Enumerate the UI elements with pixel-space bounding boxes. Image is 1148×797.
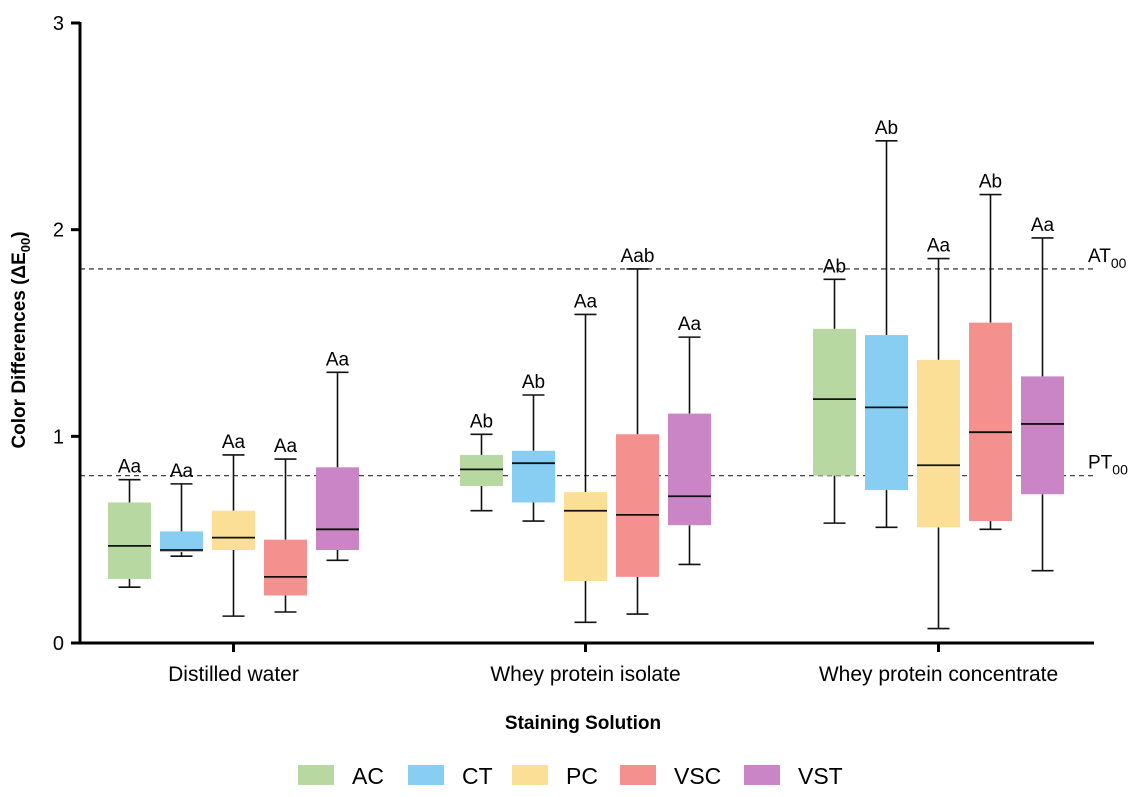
legend-label: CT (462, 763, 493, 789)
legend: AC CT PC VSC VST (298, 763, 843, 789)
box-pc-group-3 (917, 257, 960, 630)
box-iqr (564, 492, 607, 581)
box-iqr (969, 322, 1012, 522)
significance-label: Aa (170, 461, 194, 482)
box-iqr (865, 335, 908, 491)
axes: 0 1 2 3 Distilled water Whey protein isolate W… (53, 13, 1094, 686)
legend-item-pc: PC (512, 763, 598, 789)
box-series (108, 140, 1064, 630)
significance-label: Ab (875, 118, 898, 139)
box-iqr (1021, 376, 1064, 495)
box-iqr (512, 450, 555, 503)
box-ac-group-2 (460, 433, 503, 512)
box-vst-group-1 (316, 371, 359, 562)
box-iqr (264, 539, 307, 596)
box-iqr (813, 328, 856, 476)
y-tick-label: 2 (53, 220, 64, 242)
box-iqr (616, 434, 659, 577)
significance-label: Aa (222, 432, 246, 453)
box-iqr (668, 413, 711, 526)
pt-reference-label: PT00 (1088, 453, 1128, 478)
significance-label: Ab (522, 372, 545, 393)
x-category-label: Whey protein concentrate (819, 663, 1058, 686)
significance-label: Ab (979, 172, 1002, 193)
y-tick-label: 3 (53, 13, 64, 35)
reference-lines: AT00 PT00 (80, 246, 1128, 478)
box-iqr (160, 531, 203, 553)
legend-swatch (512, 765, 548, 785)
legend-item-vst: VST (744, 763, 843, 789)
significance-label: Ab (470, 411, 493, 432)
significance-label: Ab (823, 256, 846, 277)
y-tick-label: 1 (53, 426, 64, 448)
legend-swatch (744, 765, 780, 785)
legend-item-ct: CT (408, 763, 493, 789)
box-vst-group-2 (668, 336, 711, 566)
box-vsc-group-2 (616, 268, 659, 615)
box-pc-group-2 (564, 313, 607, 624)
box-iqr (316, 467, 359, 550)
box-ac-group-1 (108, 478, 151, 589)
box-pc-group-1 (212, 454, 255, 617)
significance-label: Aa (326, 349, 350, 370)
legend-item-vsc: VSC (620, 763, 721, 789)
y-axis-title: Color Differences (ΔE00) (9, 231, 33, 448)
legend-swatch (298, 765, 334, 785)
box-ct-group-1 (160, 483, 203, 558)
box-vst-group-3 (1021, 237, 1064, 572)
box-ct-group-3 (865, 140, 908, 529)
significance-label: Aa (118, 457, 142, 478)
box-vsc-group-3 (969, 193, 1012, 531)
legend-label: VST (798, 763, 843, 789)
at-reference-label: AT00 (1088, 246, 1127, 271)
box-vsc-group-1 (264, 458, 307, 613)
box-ct-group-2 (512, 394, 555, 522)
significance-label: Aa (927, 236, 951, 257)
x-category-label: Whey protein isolate (490, 663, 680, 686)
x-axis-title: Staining Solution (505, 713, 661, 734)
y-tick-label: 0 (53, 633, 64, 655)
legend-label: PC (566, 763, 598, 789)
box-iqr (917, 359, 960, 528)
significance-label: Aa (678, 314, 702, 335)
legend-item-ac: AC (298, 763, 384, 789)
legend-label: AC (352, 763, 384, 789)
legend-label: VSC (674, 763, 721, 789)
significance-label: Aab (621, 246, 655, 267)
significance-labels: Aa Ab Ab Aa Ab Ab Aa Aa Aa Aa Aab Ab Aa Aa Aa (118, 118, 1055, 482)
box-ac-group-3 (813, 278, 856, 524)
box-iqr (212, 510, 255, 550)
x-category-label: Distilled water (168, 663, 299, 686)
box-iqr (460, 454, 503, 486)
significance-label: Aa (1031, 215, 1055, 236)
significance-label: Aa (574, 291, 598, 312)
legend-swatch (408, 765, 444, 785)
box-iqr (108, 502, 151, 579)
legend-swatch (620, 765, 656, 785)
significance-label: Aa (274, 436, 298, 457)
